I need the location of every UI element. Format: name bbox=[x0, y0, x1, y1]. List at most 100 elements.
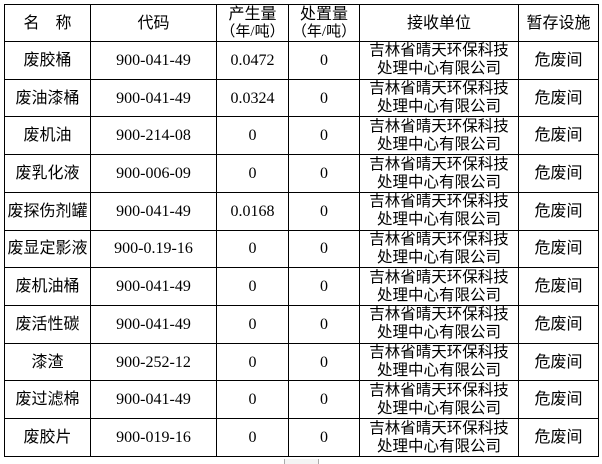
table-row: 废活性碳 900-041-49 0 0 吉林省晴天环保科技 处理中心有限公司 危… bbox=[4, 305, 599, 344]
cell-waste-name: 废过滤棉 bbox=[4, 380, 91, 420]
cell-produced-amount: 0.0168 bbox=[216, 191, 289, 231]
cell-disposed-amount: 0 bbox=[288, 380, 360, 420]
cell-waste-name: 废机油桶 bbox=[4, 267, 91, 307]
cell-waste-code: 900-041-49 bbox=[90, 191, 217, 231]
table-row: 废油漆桶 900-041-49 0.0324 0 吉林省晴天环保科技 处理中心有… bbox=[4, 78, 599, 118]
cell-waste-code: 900-041-49 bbox=[90, 305, 217, 344]
receiver-line-1: 吉林省晴天环保科技 bbox=[369, 381, 509, 399]
receiver-line-2: 处理中心有限公司 bbox=[376, 248, 501, 266]
cell-disposed-amount: 0 bbox=[288, 342, 360, 382]
receiver-line-1: 吉林省晴天环保科技 bbox=[369, 419, 509, 437]
header-produced-unit: （年/吨） bbox=[220, 24, 285, 40]
cell-disposed-amount: 0 bbox=[288, 154, 360, 193]
cell-waste-code: 900-214-08 bbox=[90, 116, 217, 156]
table-row: 漆渣 900-252-12 0 0 吉林省晴天环保科技 处理中心有限公司 危废间 bbox=[4, 342, 599, 382]
cell-storage-facility: 危废间 bbox=[518, 41, 599, 80]
cell-waste-code: 900-0.19-16 bbox=[90, 229, 217, 269]
receiver-line-1: 吉林省晴天环保科技 bbox=[369, 306, 509, 324]
cell-waste-code: 900-041-49 bbox=[90, 380, 217, 420]
header-receiver: 接收单位 bbox=[359, 4, 519, 42]
header-code-label: 代码 bbox=[137, 14, 170, 32]
scrollbar-thumb-fragment[interactable] bbox=[284, 459, 319, 464]
cell-waste-code: 900-252-12 bbox=[90, 342, 217, 382]
receiver-line-2: 处理中心有限公司 bbox=[376, 324, 501, 342]
cell-disposed-amount: 0 bbox=[288, 191, 360, 231]
receiver-line-2: 处理中心有限公司 bbox=[376, 211, 501, 229]
receiver-line-2: 处理中心有限公司 bbox=[376, 135, 501, 153]
cell-receiver-unit: 吉林省晴天环保科技 处理中心有限公司 bbox=[359, 154, 519, 193]
header-produced: 产生量 （年/吨） bbox=[216, 4, 289, 42]
header-receiver-label: 接收单位 bbox=[406, 14, 471, 32]
table-row: 废探伤剂罐 900-041-49 0.0168 0 吉林省晴天环保科技 处理中心… bbox=[4, 191, 599, 231]
header-storage-label: 暂存设施 bbox=[526, 14, 591, 32]
receiver-line-1: 吉林省晴天环保科技 bbox=[369, 344, 509, 362]
table-header-row: 名 称 代码 产生量 （年/吨） 处置量 （年/吨） 接收单位 暂存设施 bbox=[4, 4, 599, 42]
cell-disposed-amount: 0 bbox=[288, 41, 360, 80]
receiver-line-2: 处理中心有限公司 bbox=[376, 98, 501, 116]
receiver-line-2: 处理中心有限公司 bbox=[376, 173, 501, 191]
table-row: 废乳化液 900-006-09 0 0 吉林省晴天环保科技 处理中心有限公司 危… bbox=[4, 154, 599, 193]
cell-disposed-amount: 0 bbox=[288, 229, 360, 269]
cell-storage-facility: 危废间 bbox=[518, 418, 599, 457]
cell-produced-amount: 0 bbox=[216, 305, 289, 344]
cell-disposed-amount: 0 bbox=[288, 78, 360, 118]
cell-receiver-unit: 吉林省晴天环保科技 处理中心有限公司 bbox=[359, 78, 519, 118]
cell-storage-facility: 危废间 bbox=[518, 267, 599, 307]
cell-storage-facility: 危废间 bbox=[518, 78, 599, 118]
cell-waste-name: 废显定影液 bbox=[4, 229, 91, 269]
cell-receiver-unit: 吉林省晴天环保科技 处理中心有限公司 bbox=[359, 116, 519, 156]
table-row: 废显定影液 900-0.19-16 0 0 吉林省晴天环保科技 处理中心有限公司… bbox=[4, 229, 599, 269]
receiver-line-1: 吉林省晴天环保科技 bbox=[369, 230, 509, 248]
cell-disposed-amount: 0 bbox=[288, 116, 360, 156]
cell-storage-facility: 危废间 bbox=[518, 191, 599, 231]
cell-produced-amount: 0 bbox=[216, 116, 289, 156]
header-disposed-unit: （年/吨） bbox=[291, 24, 357, 40]
receiver-line-2: 处理中心有限公司 bbox=[376, 399, 501, 417]
cell-disposed-amount: 0 bbox=[288, 305, 360, 344]
cell-receiver-unit: 吉林省晴天环保科技 处理中心有限公司 bbox=[359, 41, 519, 80]
cell-produced-amount: 0 bbox=[216, 267, 289, 307]
table-row: 废机油 900-214-08 0 0 吉林省晴天环保科技 处理中心有限公司 危废… bbox=[4, 116, 599, 156]
cell-waste-code: 900-019-16 bbox=[90, 418, 217, 457]
cell-disposed-amount: 0 bbox=[288, 418, 360, 457]
cell-produced-amount: 0.0324 bbox=[216, 78, 289, 118]
cell-waste-name: 漆渣 bbox=[4, 342, 91, 382]
cell-receiver-unit: 吉林省晴天环保科技 处理中心有限公司 bbox=[359, 342, 519, 382]
cell-receiver-unit: 吉林省晴天环保科技 处理中心有限公司 bbox=[359, 305, 519, 344]
cell-waste-name: 废油漆桶 bbox=[4, 78, 91, 118]
cell-waste-code: 900-041-49 bbox=[90, 78, 217, 118]
cell-waste-code: 900-041-49 bbox=[90, 41, 217, 80]
header-storage: 暂存设施 bbox=[518, 4, 599, 42]
receiver-line-2: 处理中心有限公司 bbox=[376, 362, 501, 380]
receiver-line-1: 吉林省晴天环保科技 bbox=[369, 268, 509, 286]
header-name-label: 名 称 bbox=[23, 14, 72, 32]
cell-produced-amount: 0 bbox=[216, 154, 289, 193]
cell-storage-facility: 危废间 bbox=[518, 154, 599, 193]
receiver-line-1: 吉林省晴天环保科技 bbox=[369, 42, 509, 60]
cell-produced-amount: 0.0472 bbox=[216, 41, 289, 80]
cell-receiver-unit: 吉林省晴天环保科技 处理中心有限公司 bbox=[359, 267, 519, 307]
header-disposed: 处置量 （年/吨） bbox=[288, 4, 360, 42]
cell-receiver-unit: 吉林省晴天环保科技 处理中心有限公司 bbox=[359, 191, 519, 231]
header-code: 代码 bbox=[90, 4, 217, 42]
receiver-line-2: 处理中心有限公司 bbox=[376, 437, 501, 455]
header-disposed-label: 处置量 bbox=[299, 6, 348, 23]
cell-receiver-unit: 吉林省晴天环保科技 处理中心有限公司 bbox=[359, 418, 519, 457]
cell-receiver-unit: 吉林省晴天环保科技 处理中心有限公司 bbox=[359, 380, 519, 420]
receiver-line-2: 处理中心有限公司 bbox=[376, 286, 501, 304]
receiver-line-1: 吉林省晴天环保科技 bbox=[369, 80, 509, 98]
cell-waste-code: 900-041-49 bbox=[90, 267, 217, 307]
table-row: 废胶片 900-019-16 0 0 吉林省晴天环保科技 处理中心有限公司 危废… bbox=[4, 418, 599, 457]
cell-disposed-amount: 0 bbox=[288, 267, 360, 307]
cell-produced-amount: 0 bbox=[216, 342, 289, 382]
cell-waste-code: 900-006-09 bbox=[90, 154, 217, 193]
header-name: 名 称 bbox=[4, 4, 91, 42]
table-body: 废胶桶 900-041-49 0.0472 0 吉林省晴天环保科技 处理中心有限… bbox=[4, 41, 599, 457]
hazardous-waste-table: 名 称 代码 产生量 （年/吨） 处置量 （年/吨） 接收单位 暂存设施 bbox=[4, 4, 599, 457]
cell-waste-name: 废胶片 bbox=[4, 418, 91, 457]
receiver-line-1: 吉林省晴天环保科技 bbox=[369, 155, 509, 173]
cell-receiver-unit: 吉林省晴天环保科技 处理中心有限公司 bbox=[359, 229, 519, 269]
cell-storage-facility: 危废间 bbox=[518, 342, 599, 382]
cell-waste-name: 废机油 bbox=[4, 116, 91, 156]
